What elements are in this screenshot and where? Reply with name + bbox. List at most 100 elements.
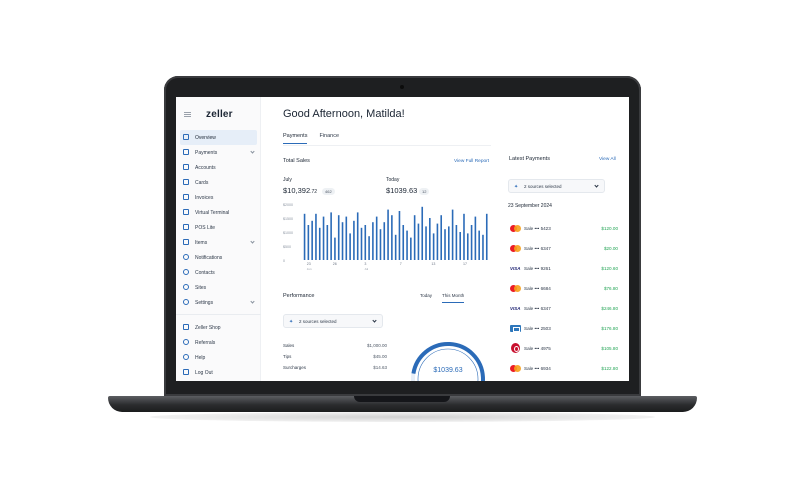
payment-amount: $122.80 — [601, 365, 618, 371]
chart-bar[interactable] — [303, 213, 306, 260]
chart-bar[interactable] — [383, 222, 386, 260]
chart-bar[interactable] — [394, 234, 397, 260]
chart-bar[interactable] — [421, 206, 424, 260]
sidebar-item-help[interactable]: Help — [176, 350, 261, 365]
chart-bar[interactable] — [311, 220, 313, 260]
chart-bar[interactable] — [432, 233, 435, 260]
sidebar-item-referrals[interactable]: Referrals — [176, 335, 261, 350]
chart-bar[interactable] — [356, 212, 359, 260]
sidebar-item-invoices[interactable]: Invoices — [176, 190, 261, 205]
sidebar-item-sites[interactable]: Sites — [176, 280, 261, 295]
chart-bar[interactable] — [413, 215, 416, 260]
bell-icon — [183, 254, 189, 260]
chart-bar[interactable] — [459, 232, 461, 260]
eftpos-icon — [511, 343, 520, 353]
chart-bar[interactable] — [455, 225, 458, 260]
chart-bar[interactable] — [387, 209, 389, 260]
chart-bar[interactable] — [330, 212, 332, 260]
sidebar-item-contacts[interactable]: Contacts — [176, 265, 261, 280]
payment-list-item[interactable]: VISA Sale ••• 6347 $246.80 — [508, 298, 618, 318]
sidebar-item-payments[interactable]: Payments — [176, 145, 261, 160]
perf-row-surcharges: Surcharges $14.63 — [283, 365, 387, 370]
payment-list-item[interactable]: VISA Sale ••• 9261 $120.60 — [508, 258, 618, 278]
chart-bar[interactable] — [478, 230, 480, 260]
payment-list-item[interactable]: Sale ••• 6934 $122.80 — [508, 358, 618, 378]
payment-list-item[interactable]: Sale ••• 2503 $176.80 — [508, 318, 618, 338]
sidebar-item-virtual-terminal[interactable]: Virtual Terminal — [176, 205, 261, 220]
chart-bar[interactable] — [364, 225, 367, 260]
chart-bar[interactable] — [406, 230, 408, 260]
sidebar-item-log-out[interactable]: Log Out — [176, 365, 261, 380]
payment-list-item[interactable]: Sale ••• 4975 $105.80 — [508, 338, 618, 358]
chart-bar[interactable] — [372, 222, 374, 260]
chart-bar[interactable] — [444, 229, 446, 260]
chart-bar[interactable] — [322, 216, 325, 260]
chart-bar[interactable] — [307, 225, 310, 260]
payment-list-item[interactable]: Sale ••• 6684 $76.80 — [508, 278, 618, 298]
sidebar-item-notifications[interactable]: Notifications — [176, 250, 261, 265]
sidebar-item-zeller-shop[interactable]: Zeller Shop — [176, 320, 261, 335]
chart-bar[interactable] — [402, 225, 405, 260]
view-all-link[interactable]: View All — [599, 157, 616, 162]
total-sales-title: Total Sales — [283, 158, 310, 164]
chart-bar[interactable] — [440, 215, 443, 260]
tab-today[interactable]: Today — [420, 293, 433, 298]
chart-bar[interactable] — [345, 216, 348, 260]
payment-amount: $76.80 — [603, 285, 618, 291]
sidebar-item-label: Help — [195, 354, 206, 361]
payment-amount: $246.80 — [601, 305, 618, 311]
performance-sources-select[interactable]: ✦ 2 sources selected — [283, 314, 383, 328]
chart-bar[interactable] — [470, 225, 473, 260]
tab-payments[interactable]: Payments — [283, 133, 308, 144]
payment-list-item[interactable]: Sale ••• 5423 $120.00 — [508, 218, 618, 238]
tab-finance[interactable]: Finance — [319, 133, 340, 139]
chart-bar[interactable] — [334, 237, 336, 260]
sidebar-item-label: Referrals — [195, 339, 216, 346]
chart-bar[interactable] — [353, 220, 355, 260]
chart-bar[interactable] — [349, 233, 351, 260]
sidebar-item-overview[interactable]: Overview — [180, 130, 257, 145]
chart-bar[interactable] — [448, 226, 450, 260]
chart-bar[interactable] — [379, 229, 382, 260]
payments-sources-select[interactable]: ✦ 2 sources selected — [508, 179, 605, 193]
chart-bar[interactable] — [466, 233, 469, 260]
month-sales-dollars: $10,392 — [283, 186, 311, 195]
chart-bar[interactable] — [429, 218, 431, 260]
menu-icon[interactable] — [184, 112, 191, 117]
sidebar-item-settings[interactable]: Settings — [176, 295, 261, 310]
performance-tabs: Today This Month — [420, 293, 465, 303]
chart-bar[interactable] — [417, 223, 420, 260]
zeller-logo[interactable]: zeller — [206, 109, 233, 120]
tab-this-month[interactable]: This Month — [442, 293, 465, 303]
chart-bar[interactable] — [474, 216, 477, 260]
chart-bar[interactable] — [398, 211, 401, 260]
chart-bar[interactable] — [482, 234, 484, 260]
sidebar-item-items[interactable]: Items — [176, 235, 261, 250]
chart-bar[interactable] — [315, 213, 317, 260]
chart-bar[interactable] — [436, 223, 439, 260]
chart-bar[interactable] — [375, 216, 378, 260]
chart-bar[interactable] — [451, 209, 454, 260]
chart-bar[interactable] — [318, 227, 321, 260]
chart-bar[interactable] — [410, 237, 412, 260]
chart-bar[interactable] — [485, 213, 488, 260]
pos-icon — [183, 224, 189, 230]
chart-bar[interactable] — [368, 236, 370, 260]
payment-list-item[interactable]: Sale ••• 6347 $20.00 — [508, 238, 618, 258]
chart-bar[interactable] — [463, 213, 465, 260]
sidebar-item-accounts[interactable]: Accounts — [176, 160, 261, 175]
chart-bar[interactable] — [391, 215, 393, 260]
chart-bar[interactable] — [360, 227, 363, 260]
sidebar-item-label: Sites — [195, 284, 207, 291]
performance-donut-chart — [411, 342, 485, 381]
perf-row-tips: Tips $45.00 — [283, 354, 387, 359]
sidebar-item-pos-lite[interactable]: POS Lite — [176, 220, 261, 235]
chart-bar[interactable] — [337, 215, 340, 260]
chevron-down-icon — [594, 183, 599, 188]
chart-bar[interactable] — [326, 225, 329, 260]
performance-sources-label: 2 sources selected — [299, 318, 337, 324]
chart-bar[interactable] — [425, 226, 427, 260]
chart-bar[interactable] — [341, 222, 344, 260]
view-full-report-link[interactable]: View Full Report — [454, 159, 490, 164]
sidebar-item-cards[interactable]: Cards — [176, 175, 261, 190]
